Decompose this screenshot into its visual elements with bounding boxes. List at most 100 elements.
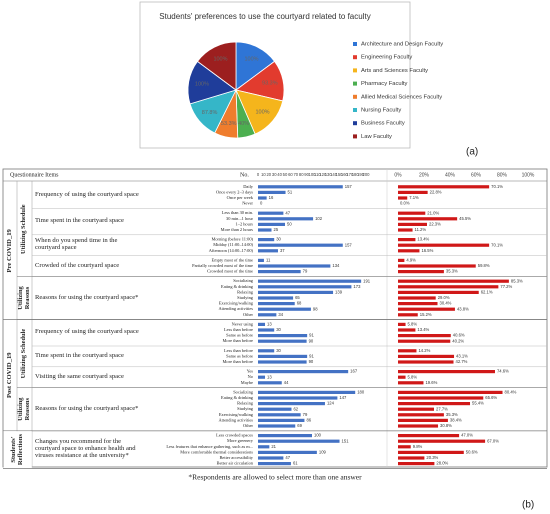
category-label: Morning (before 11:00) — [211, 237, 253, 242]
percent-label: 22.3% — [429, 222, 441, 227]
category-label: Daily — [243, 184, 254, 189]
panel-label: (a) — [466, 147, 478, 158]
percent-label: 15.2% — [420, 312, 432, 317]
question-text-box: Visiting the same courtyard space — [35, 373, 124, 380]
count-label: 98 — [313, 306, 318, 311]
question-text: Changes you recommend for the courtyard … — [35, 438, 136, 460]
percent-bar — [398, 396, 484, 400]
category-label: More than before — [223, 359, 254, 364]
table-frame — [2, 168, 548, 468]
count-bar — [258, 390, 356, 394]
legend-label: Allied Medical Sciences Faculty — [361, 94, 442, 100]
percent-bar — [398, 296, 436, 300]
percent-bar — [398, 439, 486, 443]
percent-label: 20.3% — [426, 455, 438, 460]
legend-label: Business Faculty — [361, 121, 405, 127]
category-label: Socializing — [233, 278, 254, 283]
percent-bar — [398, 196, 408, 200]
count-tick-label: 90 — [304, 172, 309, 177]
count-bar — [258, 296, 294, 300]
percent-bar — [398, 211, 426, 215]
count-tick-label: 160 — [341, 172, 349, 177]
count-label: 139 — [335, 290, 343, 295]
count-bar — [258, 243, 343, 247]
count-label: 90 — [309, 338, 314, 343]
count-bar — [258, 445, 270, 449]
category-label: Relaxing — [237, 401, 254, 406]
count-bar — [258, 418, 305, 422]
category-label: Partially crowded most of the time — [192, 263, 253, 268]
percent-bar — [398, 190, 428, 194]
count-bar — [258, 302, 295, 306]
percent-label: 14.2% — [418, 348, 430, 353]
category-label: No — [248, 374, 254, 379]
count-bar — [258, 238, 275, 242]
percent-bar — [398, 328, 416, 332]
category-label: Other — [243, 423, 254, 428]
percent-tick-label: 20% — [419, 172, 430, 178]
category-label: More than 2 hours — [221, 227, 254, 232]
count-label: 65 — [295, 295, 300, 300]
count-tick-label: 100 — [309, 172, 317, 177]
count-bar — [258, 360, 307, 364]
category-label: Less features that enhance gathering, su… — [166, 444, 253, 450]
category-label: Empty most of the time — [212, 257, 254, 262]
count-label: 180 — [357, 390, 365, 395]
count-bar — [258, 285, 352, 289]
question-text: Time spent in the courtyard space — [35, 351, 124, 359]
count-bar — [258, 456, 284, 460]
percent-label: 42.7% — [456, 359, 468, 364]
percent-bar — [398, 185, 490, 189]
percent-bar — [398, 217, 458, 221]
group-label-box: Utilizing Reasons — [17, 397, 31, 420]
category-label: Better accessibility — [219, 455, 253, 460]
slice-label: 100% — [255, 110, 269, 116]
count-label: 21 — [271, 444, 276, 449]
percent-label: 65.6% — [485, 395, 497, 400]
percent-tick-label: 80% — [497, 172, 508, 178]
percent-label: 70.1% — [491, 184, 503, 189]
percent-bar — [398, 258, 405, 262]
count-bar — [258, 270, 301, 274]
count-bar — [258, 413, 301, 417]
category-label: Eating & drinking — [221, 284, 254, 289]
count-label: 90 — [309, 359, 314, 364]
percent-bar — [398, 434, 460, 438]
count-label: 30 — [276, 327, 281, 332]
count-bar — [258, 407, 292, 411]
count-label: 134 — [332, 263, 340, 268]
percent-label: 35.3% — [446, 412, 458, 417]
percent-bar — [398, 370, 495, 374]
percent-label: 50.6% — [466, 450, 478, 455]
category-label: Once every 2–3 days — [216, 189, 253, 194]
count-bar — [258, 196, 267, 200]
count-label: 167 — [350, 369, 358, 374]
percent-bar — [398, 228, 413, 232]
percent-bar — [398, 307, 455, 311]
count-label: 79 — [303, 269, 308, 274]
count-bar — [258, 322, 266, 326]
group-label-box: Utilizing Schedule — [20, 329, 27, 379]
percent-label: 29.0% — [438, 295, 450, 300]
legend-swatch — [353, 134, 357, 139]
question-text-box: Crowded of the courtyard space — [35, 262, 119, 269]
percent-bar — [398, 418, 448, 422]
percent-bar — [398, 302, 438, 306]
percent-tick-label: 40% — [445, 172, 456, 178]
count-bar — [258, 375, 266, 379]
question-text-box: Time spent in the courtyard space — [35, 351, 124, 359]
period-label-box: Students' Reflections — [10, 434, 24, 465]
percent-bar — [398, 407, 435, 411]
percent-label: 5.8% — [408, 374, 418, 379]
panel-label: (b) — [522, 500, 534, 511]
count-bar — [258, 217, 314, 221]
category-label: Eating & drinking — [221, 395, 254, 400]
percent-bar — [398, 424, 439, 428]
question-text-box: Time spent in the courtyard space — [35, 217, 124, 224]
count-bar — [258, 334, 308, 338]
question-text-box: Reasons for using the courtyard space* — [35, 405, 138, 412]
percent-label: 0.0% — [400, 201, 410, 206]
count-label: 157 — [345, 184, 353, 189]
percent-label: 28.0% — [436, 461, 448, 466]
